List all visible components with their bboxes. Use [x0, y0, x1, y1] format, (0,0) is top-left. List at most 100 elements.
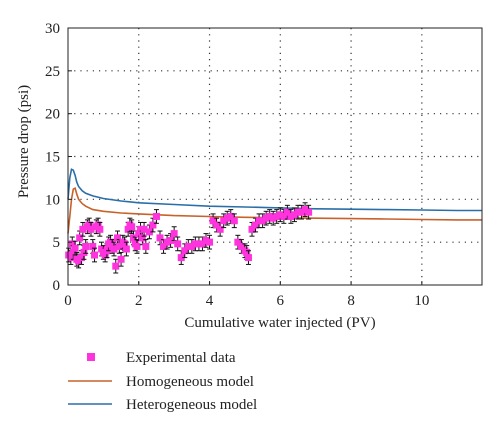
series-layer — [65, 168, 482, 274]
data-point — [80, 248, 88, 256]
data-point — [89, 242, 97, 250]
data-point — [262, 214, 270, 222]
experimental-points — [65, 202, 313, 274]
x-tick-label: 10 — [414, 293, 429, 309]
legend-label: Experimental data — [126, 350, 236, 366]
data-point — [220, 217, 228, 225]
data-point — [117, 255, 125, 263]
y-axis-label: Pressure drop (psi) — [16, 85, 32, 198]
data-point — [101, 251, 109, 259]
data-point — [213, 221, 221, 229]
data-point — [209, 217, 217, 225]
data-point — [68, 240, 76, 248]
data-point — [248, 225, 256, 233]
data-point — [255, 217, 263, 225]
data-point — [94, 221, 102, 229]
data-point — [301, 206, 309, 214]
data-point — [138, 234, 146, 242]
data-point — [149, 221, 157, 229]
y-tick-label: 20 — [45, 107, 60, 123]
data-point — [85, 221, 93, 229]
data-point — [216, 225, 224, 233]
y-tick-label: 10 — [45, 192, 60, 208]
x-axis-label: Cumulative water injected (PV) — [184, 315, 375, 331]
data-point — [188, 242, 196, 250]
data-point — [202, 236, 210, 244]
data-point — [298, 208, 306, 216]
series-line-homogeneous-model — [67, 187, 482, 234]
data-point — [96, 225, 104, 233]
data-point — [244, 254, 252, 262]
grid-lines — [68, 28, 482, 285]
data-point — [198, 240, 206, 248]
data-point — [269, 214, 277, 222]
data-point — [115, 242, 123, 250]
data-point — [177, 254, 185, 262]
data-point — [82, 242, 90, 250]
data-point — [184, 242, 192, 250]
data-point — [128, 223, 136, 231]
data-point — [266, 212, 274, 220]
data-point — [163, 238, 171, 246]
data-point — [230, 217, 238, 225]
data-point — [305, 208, 313, 216]
data-point — [114, 234, 122, 242]
y-tick-label: 15 — [45, 150, 60, 166]
data-point — [87, 225, 95, 233]
data-point — [110, 245, 118, 253]
data-point — [252, 221, 260, 229]
data-point — [140, 225, 148, 233]
data-point — [174, 240, 182, 248]
data-point — [259, 217, 267, 225]
data-point — [234, 238, 242, 246]
legend-label: Homogeneous model — [126, 374, 254, 390]
data-point — [121, 240, 129, 248]
series-line-heterogeneous-model — [67, 168, 482, 212]
data-point — [135, 230, 143, 238]
data-point — [133, 242, 141, 250]
x-tick-label: 8 — [347, 293, 355, 309]
data-point — [195, 240, 203, 248]
data-point — [160, 242, 168, 250]
data-point — [124, 225, 132, 233]
y-tick-label: 5 — [53, 235, 61, 251]
data-point — [280, 212, 288, 220]
data-point — [142, 242, 150, 250]
data-point — [67, 254, 75, 262]
data-point — [294, 208, 302, 216]
data-point — [106, 238, 114, 246]
data-point — [77, 254, 85, 262]
data-point — [223, 214, 231, 222]
data-point — [145, 228, 153, 236]
data-point — [181, 247, 189, 255]
data-point — [156, 234, 164, 242]
data-point — [79, 225, 87, 233]
tick-labels: 0 2 4 6 8 10 0 5 10 15 20 25 30 — [45, 21, 429, 309]
data-point — [152, 212, 160, 220]
data-point — [76, 234, 84, 242]
data-point — [276, 211, 284, 219]
x-tick-label: 0 — [64, 293, 72, 309]
x-tick-label: 6 — [277, 293, 285, 309]
legend: Experimental data Homogeneous model Hetero… — [68, 350, 257, 413]
data-point — [137, 225, 145, 233]
data-point — [227, 212, 235, 220]
data-point — [69, 248, 77, 256]
data-point — [243, 248, 251, 256]
legend-label: Heterogeneous model — [126, 397, 257, 413]
x-tick-label: 4 — [206, 293, 214, 309]
x-tick-label: 2 — [135, 293, 143, 309]
data-point — [283, 208, 291, 216]
data-point — [122, 245, 130, 253]
data-point — [112, 262, 120, 270]
legend-marker-experimental — [87, 353, 95, 361]
data-point — [191, 240, 199, 248]
data-point — [170, 230, 178, 238]
y-tick-label: 0 — [53, 278, 61, 294]
data-point — [91, 251, 99, 259]
data-point — [167, 236, 175, 244]
data-point — [71, 244, 79, 252]
data-point — [129, 234, 137, 242]
data-point — [290, 211, 298, 219]
